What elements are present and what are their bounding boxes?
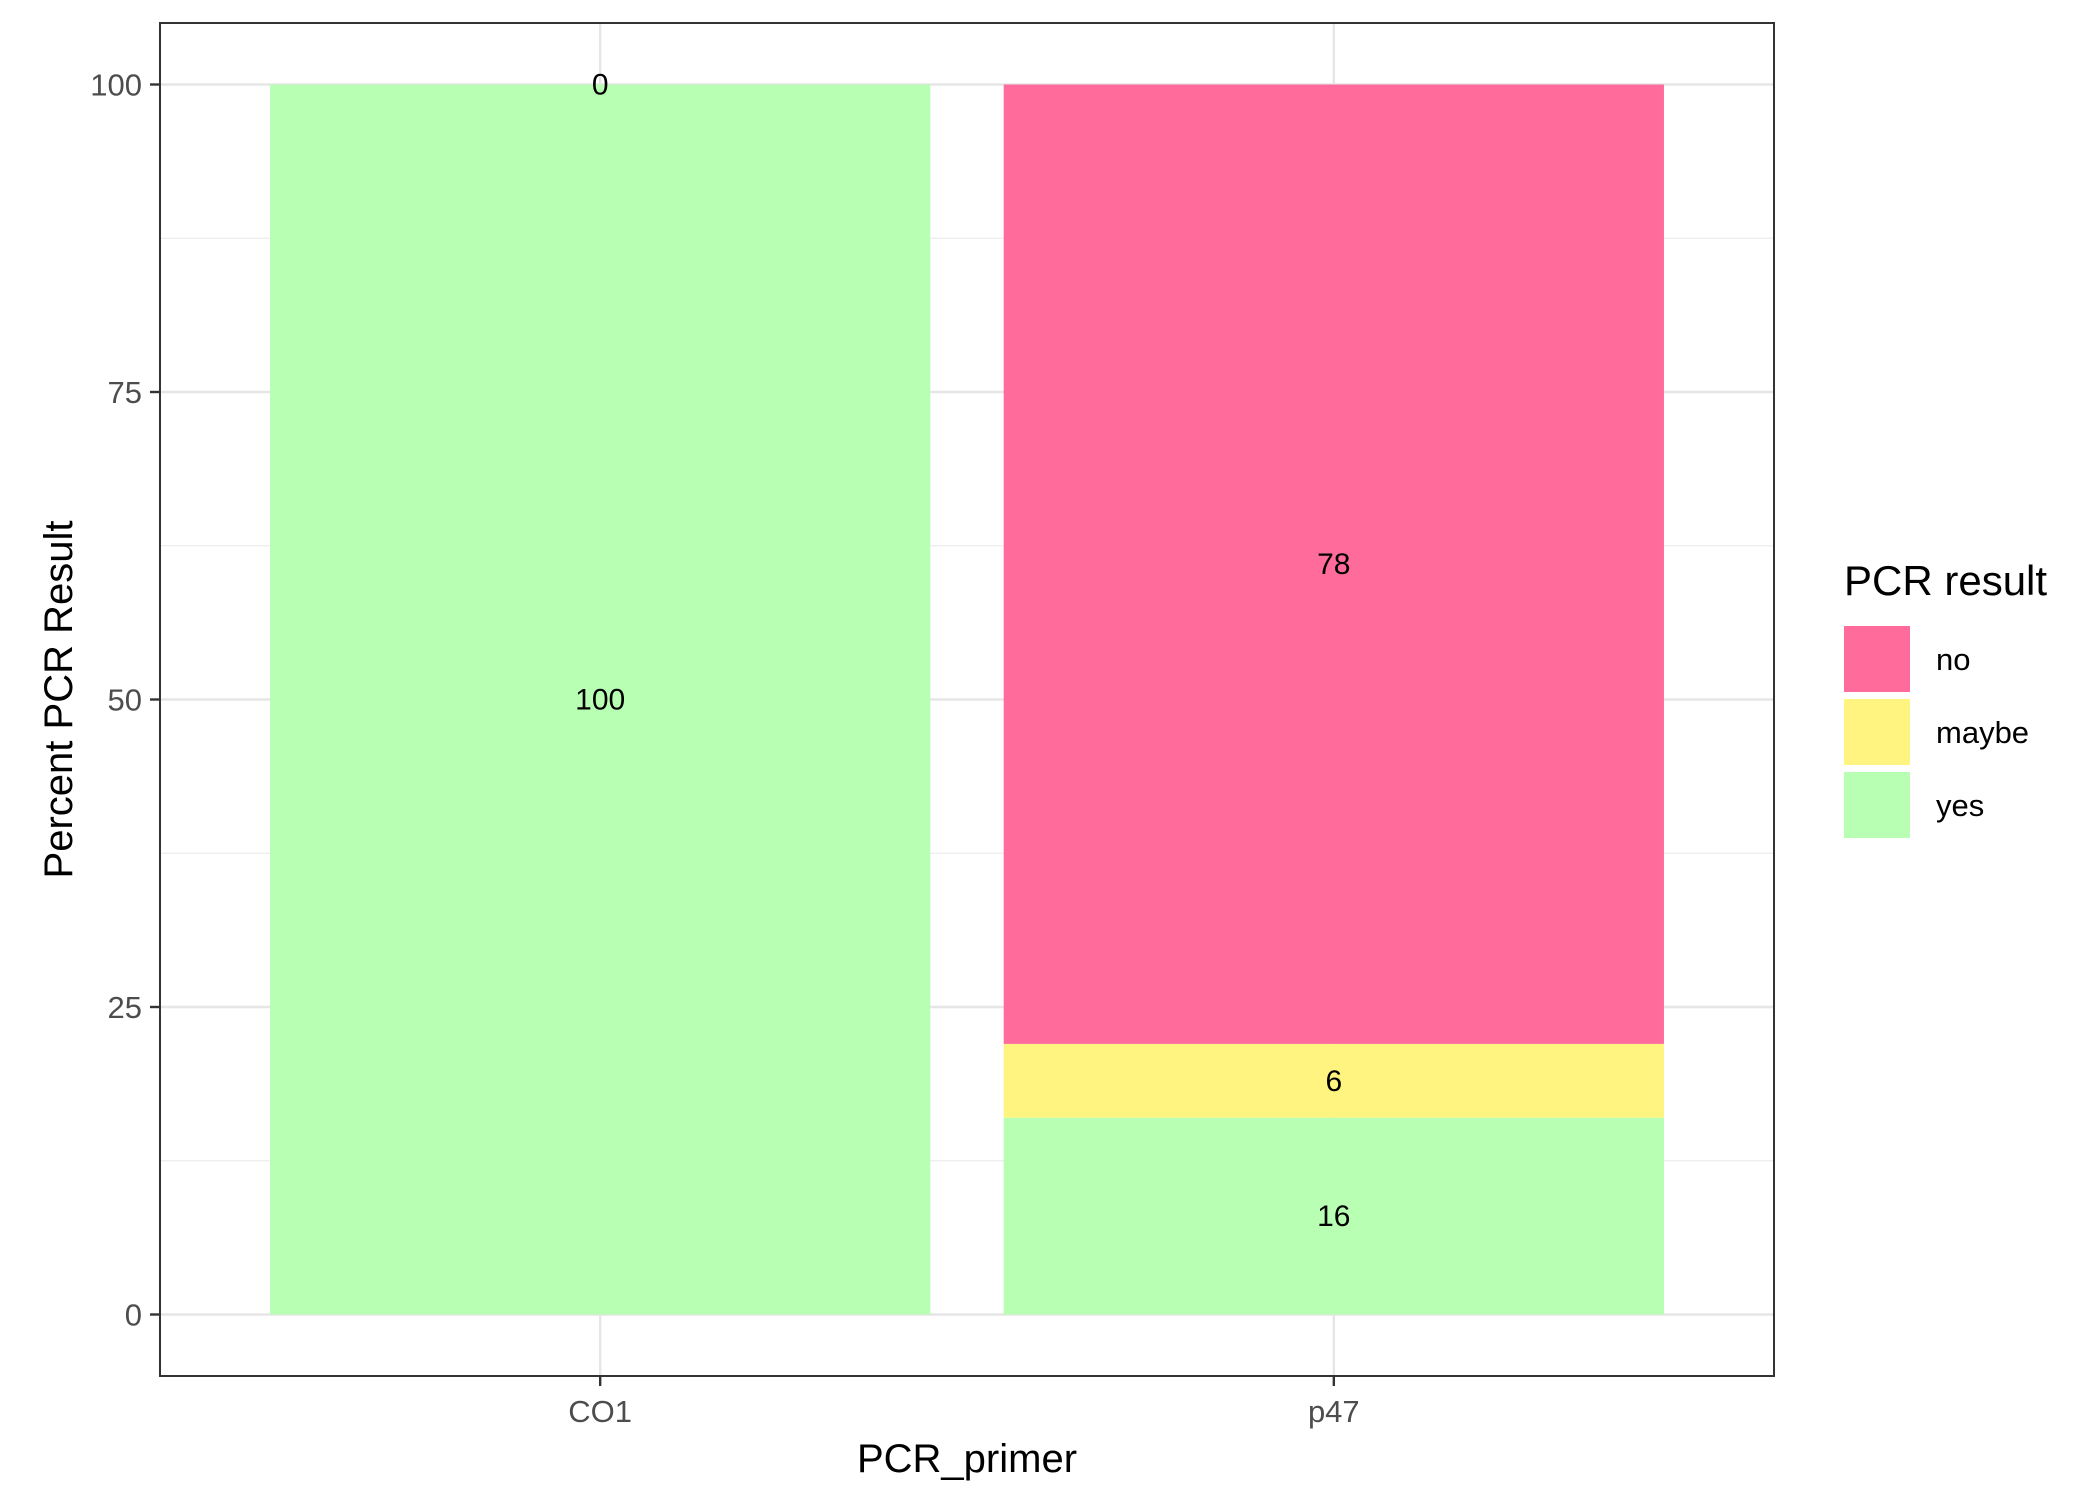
legend-label-maybe: maybe [1936,715,2029,750]
legend-key-maybe [1844,699,1910,765]
bar-p47-maybe [1003,1043,1664,1118]
legend-key-yes [1844,772,1910,838]
bar-p47-yes [1003,1117,1664,1315]
data-label-p47-yes: 16 [1317,1200,1350,1233]
data-label-co1-no: 0 [592,69,609,102]
x-tick-label: p47 [1308,1394,1360,1429]
axes: 0 25 50 75 100 CO1 p47 [90,68,1359,1430]
y-tick-label: 25 [108,990,142,1025]
data-label-co1-yes: 100 [575,684,625,717]
data-labels: 0 100 78 6 16 [575,69,1350,1234]
y-tick-label: 100 [90,68,142,103]
legend-title: PCR result [1844,557,2047,604]
legend-key-no [1844,626,1910,692]
legend-label-yes: yes [1936,788,1984,823]
x-axis-title: PCR_primer [857,1437,1077,1481]
bar-co1-yes [270,84,931,1315]
bar-p47-no [1003,84,1664,1044]
y-axis-title: Percent PCR Result [37,521,81,879]
data-label-p47-no: 78 [1317,548,1350,581]
y-tick-label: 75 [108,375,142,410]
x-tick-label: CO1 [568,1394,632,1429]
data-label-p47-maybe: 6 [1325,1065,1342,1098]
y-tick-label: 50 [108,683,142,718]
y-tick-label: 0 [125,1298,142,1333]
legend: PCR result no maybe yes [1844,557,2047,838]
legend-label-no: no [1936,642,1970,677]
bars [270,84,1664,1315]
